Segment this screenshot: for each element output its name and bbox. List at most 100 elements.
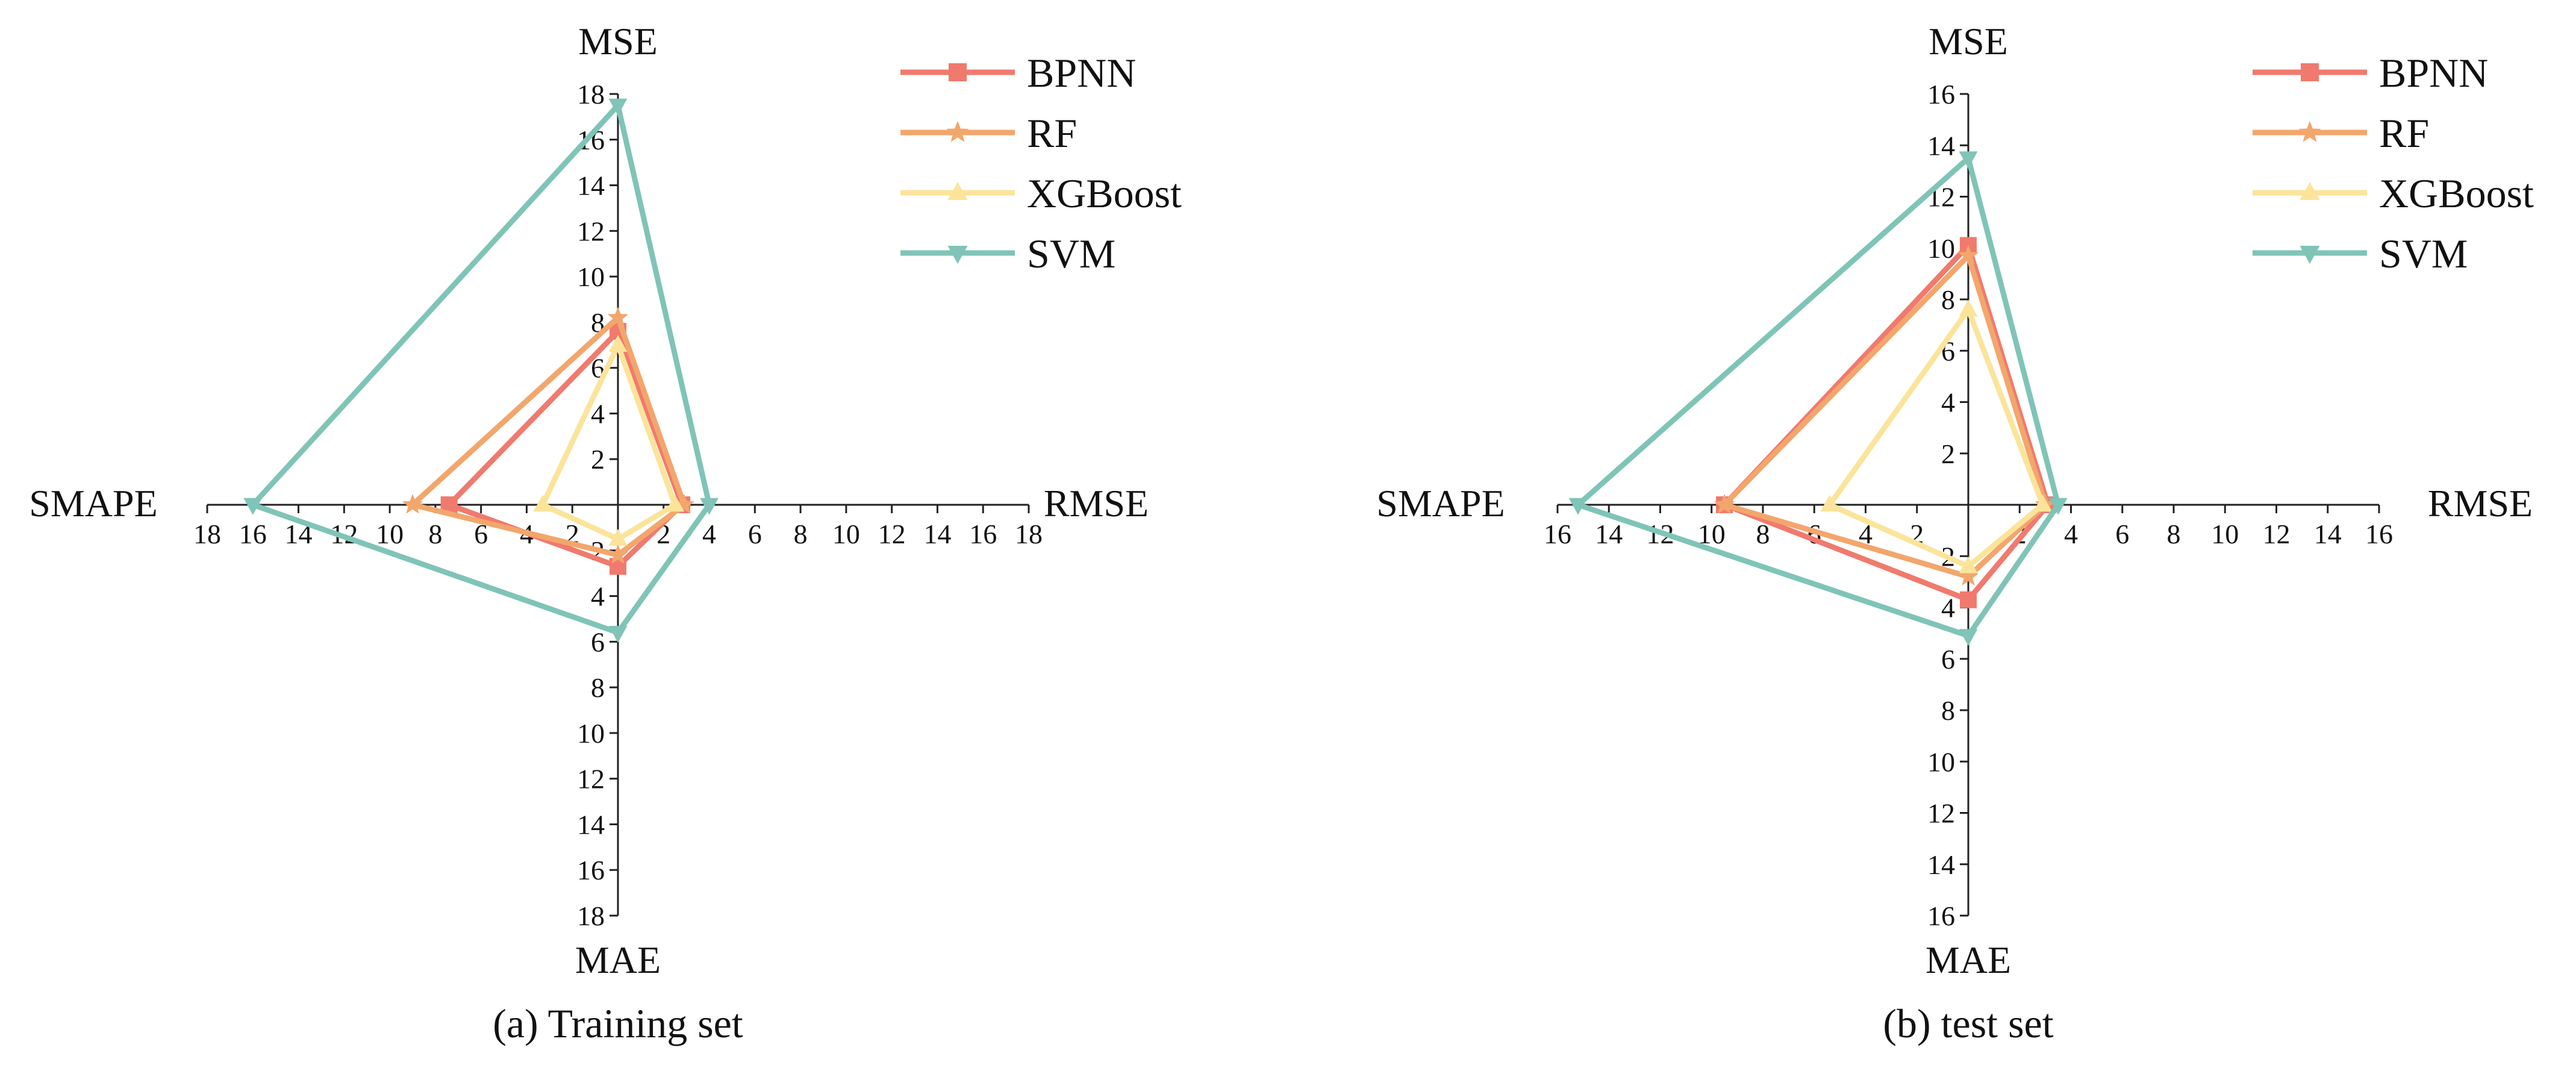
axis-title-smape: SMAPE — [29, 482, 157, 525]
tick-label-right: 8 — [794, 519, 808, 549]
legend-label-svm: SVM — [1027, 231, 1115, 276]
tick-label-down: 16 — [1927, 901, 1955, 931]
tick-label-down: 4 — [591, 581, 605, 612]
tick-label-down: 12 — [1927, 798, 1955, 829]
tick-label-down: 18 — [577, 901, 605, 931]
legend-marker-svm — [2300, 246, 2320, 264]
legend-item-bpnn: BPNN — [900, 50, 1136, 96]
series-line-xgboost — [540, 342, 678, 542]
tick-label-up: 10 — [1927, 233, 1955, 264]
legend-marker-xgboost — [947, 182, 968, 200]
tick-label-right: 6 — [748, 519, 762, 549]
tick-label-right: 8 — [2167, 519, 2181, 549]
chart-caption: (b) test set — [1883, 1001, 2053, 1046]
series-svm — [1568, 151, 2068, 646]
tick-label-left: 16 — [1544, 519, 1571, 549]
tick-labels: 2222444466668888101010101212121214141414… — [1544, 79, 2393, 931]
tick-label-down: 16 — [577, 855, 605, 885]
axis-title-rmse: RMSE — [2428, 482, 2533, 525]
data-point-xgboost-mae — [608, 529, 628, 546]
tick-label-up: 10 — [577, 261, 605, 292]
tick-label-right: 12 — [878, 519, 906, 549]
data-point-svm-mae — [1959, 629, 1978, 646]
tick-label-up: 18 — [577, 79, 605, 110]
tick-label-down: 8 — [591, 672, 605, 703]
data-point-bpnn-mae — [1960, 591, 1977, 608]
legend-marker-rf — [946, 120, 969, 142]
legend-label-svm: SVM — [2379, 231, 2468, 276]
data-point-xgboost-mse — [1959, 299, 1978, 317]
series-svm — [243, 98, 719, 643]
tick-label-down: 12 — [577, 764, 605, 795]
chart-caption: (a) Training set — [493, 1001, 743, 1046]
axis-title-mae: MAE — [575, 939, 661, 981]
data-point-svm-mse — [1959, 151, 1978, 169]
legend-item-svm: SVM — [900, 231, 1115, 276]
tick-label-up: 2 — [591, 444, 605, 475]
data-point-xgboost-smape — [533, 495, 552, 512]
data-point-xgboost-rmse — [2033, 495, 2053, 512]
tick-label-up: 16 — [577, 125, 605, 155]
data-point-svm-rmse — [700, 498, 719, 515]
series-xgboost — [533, 334, 685, 546]
axes — [206, 93, 1030, 917]
axis-title-mse: MSE — [578, 20, 658, 63]
legend-label-rf: RF — [1027, 110, 1077, 156]
legend-label-xgboost: XGBoost — [1027, 170, 1182, 216]
tick-label-left: 14 — [1595, 519, 1623, 549]
legend-label-bpnn: BPNN — [2379, 50, 2488, 96]
series — [243, 98, 719, 643]
tick-label-right: 16 — [969, 519, 997, 549]
tick-label-up: 8 — [1941, 284, 1955, 315]
legend-item-xgboost: XGBoost — [900, 170, 1182, 216]
tick-label-right: 4 — [702, 519, 716, 549]
axis-title-smape: SMAPE — [1376, 482, 1505, 525]
legend-item-svm: SVM — [2253, 231, 2468, 276]
series — [1568, 151, 2068, 646]
tick-label-left: 16 — [239, 519, 267, 549]
data-point-rf-mse — [1957, 245, 1979, 265]
tick-label-up: 4 — [591, 398, 605, 429]
series-line-svm — [1575, 155, 2061, 639]
legend-marker-bpnn — [949, 63, 967, 81]
legend-item-xgboost: XGBoost — [2253, 170, 2534, 216]
data-point-svm-mse — [608, 98, 628, 116]
series-line-rf — [410, 314, 687, 558]
tick-label-left: 4 — [1859, 519, 1873, 549]
chart-training-set: 2222444466668888101010101212121214141414… — [29, 20, 1182, 1046]
tick-label-down: 4 — [1941, 593, 1955, 623]
axes — [1556, 93, 2380, 917]
tick-label-up: 14 — [1927, 130, 1955, 161]
tick-label-down: 6 — [591, 626, 605, 657]
legend: BPNN RF XGBoost SVM — [900, 50, 1182, 276]
tick-label-up: 16 — [1927, 79, 1955, 110]
data-point-svm-mae — [608, 625, 628, 643]
tick-label-right: 14 — [923, 519, 951, 549]
legend-marker-svm — [947, 246, 968, 264]
legend-label-rf: RF — [2379, 110, 2429, 156]
legend-label-xgboost: XGBoost — [2379, 170, 2534, 216]
series-line-svm — [250, 102, 713, 636]
tick-label-down: 14 — [1927, 849, 1955, 880]
tick-label-up: 2 — [1941, 439, 1955, 469]
data-point-rf-smape — [402, 493, 423, 514]
tick-label-right: 10 — [2211, 519, 2239, 549]
tick-label-right: 16 — [2365, 519, 2393, 549]
axis-titles: MSE RMSE MAE SMAPE — [1376, 20, 2533, 981]
axis-title-mae: MAE — [1926, 939, 2011, 981]
data-point-svm-rmse — [2048, 498, 2068, 515]
legend-marker-rf — [2298, 120, 2321, 142]
legend: BPNN RF XGBoost SVM — [2253, 50, 2534, 276]
tick-label-right: 14 — [2314, 519, 2342, 549]
tick-label-right: 12 — [2263, 519, 2291, 549]
tick-label-right: 18 — [1015, 519, 1043, 549]
legend-label-bpnn: BPNN — [1027, 50, 1136, 96]
tick-label-up: 4 — [1941, 387, 1955, 418]
data-point-svm-smape — [1568, 498, 1588, 515]
tick-label-down: 14 — [577, 809, 605, 840]
data-point-xgboost-smape — [1820, 495, 1839, 512]
tick-label-down: 6 — [1941, 644, 1955, 675]
tick-label-right: 10 — [832, 519, 860, 549]
legend-item-rf: RF — [2253, 110, 2429, 156]
axis-titles: MSE RMSE MAE SMAPE — [29, 20, 1149, 981]
